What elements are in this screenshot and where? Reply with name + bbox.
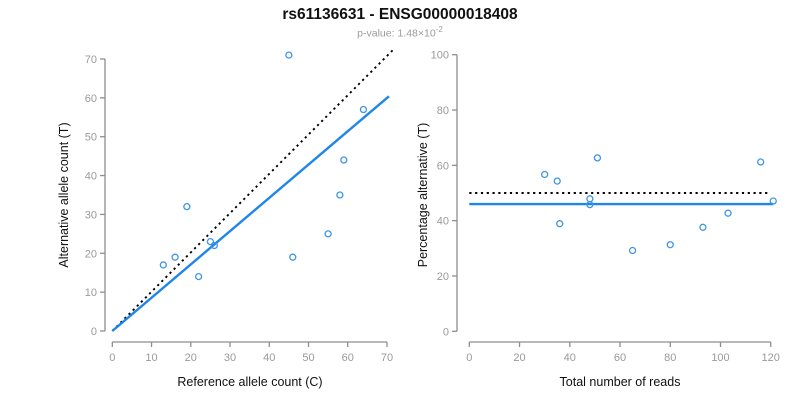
p-value-text: p-value: 1.48×10 bbox=[357, 27, 436, 40]
x-tick-label: 100 bbox=[711, 352, 729, 364]
p-value-subtitle: p-value: 1.48×10-2 bbox=[0, 25, 800, 40]
y-tick-label: 40 bbox=[437, 216, 449, 228]
p-value-exponent: -2 bbox=[435, 25, 443, 34]
left-yaxis-label: Alternative allele count (T) bbox=[57, 122, 71, 267]
figure-title: rs61136631 - ENSG00000018408 bbox=[282, 6, 518, 23]
y-tick-label: 50 bbox=[85, 132, 97, 144]
x-tick-label: 80 bbox=[664, 352, 676, 364]
data-point bbox=[324, 230, 332, 238]
x-tick-label: 20 bbox=[185, 352, 197, 364]
data-point bbox=[628, 246, 637, 255]
data-point bbox=[171, 253, 179, 261]
data-point bbox=[556, 220, 564, 228]
x-tick-label: 120 bbox=[762, 352, 780, 364]
x-tick-label: 70 bbox=[381, 352, 393, 364]
data-point bbox=[285, 51, 293, 59]
data-point bbox=[210, 241, 218, 250]
y-tick-label: 70 bbox=[85, 54, 97, 66]
y-tick-label: 10 bbox=[85, 287, 97, 299]
data-point bbox=[183, 202, 191, 211]
y-tick-label: 0 bbox=[91, 326, 97, 338]
data-point bbox=[724, 209, 732, 217]
x-tick-label: 40 bbox=[564, 352, 576, 364]
left-xaxis-label: Reference allele count (C) bbox=[177, 375, 322, 389]
x-tick-label: 0 bbox=[109, 352, 115, 364]
data-point bbox=[593, 154, 602, 162]
data-point bbox=[666, 241, 674, 249]
data-point bbox=[757, 158, 765, 166]
expected-50pct-line bbox=[111, 47, 396, 332]
x-tick-label: 60 bbox=[614, 352, 626, 364]
right-yaxis-label: Percentage alternative (T) bbox=[416, 123, 430, 268]
x-tick-label: 50 bbox=[302, 352, 314, 364]
right-xaxis-label: Total number of reads bbox=[560, 375, 681, 389]
data-point bbox=[159, 261, 167, 269]
x-tick-label: 40 bbox=[263, 352, 275, 364]
data-point bbox=[586, 200, 594, 209]
x-tick-label: 30 bbox=[224, 352, 236, 364]
y-tick-label: 0 bbox=[443, 326, 449, 338]
y-tick-label: 60 bbox=[85, 93, 97, 105]
x-tick-label: 60 bbox=[342, 352, 354, 364]
x-tick-label: 10 bbox=[145, 352, 157, 364]
right-panel: 0 20 40 60 80 100 120 0 20 40 60 80 100 bbox=[431, 50, 780, 364]
data-point bbox=[359, 105, 368, 114]
y-tick-label: 20 bbox=[85, 248, 97, 260]
data-point bbox=[541, 170, 549, 179]
data-point bbox=[553, 177, 561, 185]
fitted-ratio-line bbox=[111, 95, 390, 332]
y-tick-label: 40 bbox=[85, 171, 97, 183]
data-point bbox=[699, 223, 707, 231]
x-tick-label: 20 bbox=[513, 352, 525, 364]
y-tick-label: 20 bbox=[437, 271, 449, 283]
data-point bbox=[336, 191, 344, 199]
y-tick-label: 30 bbox=[85, 209, 97, 221]
data-point bbox=[206, 237, 215, 246]
data-point bbox=[769, 197, 777, 205]
data-point bbox=[289, 253, 297, 261]
y-tick-label: 100 bbox=[431, 50, 449, 62]
data-point bbox=[586, 195, 594, 203]
y-tick-label: 60 bbox=[437, 160, 449, 172]
data-point bbox=[340, 156, 348, 164]
x-tick-label: 0 bbox=[466, 352, 472, 364]
data-point bbox=[194, 272, 203, 281]
y-tick-label: 80 bbox=[437, 105, 449, 117]
left-panel: 0 10 20 30 40 50 60 70 0 10 20 30 40 50 60 70 bbox=[85, 47, 396, 364]
